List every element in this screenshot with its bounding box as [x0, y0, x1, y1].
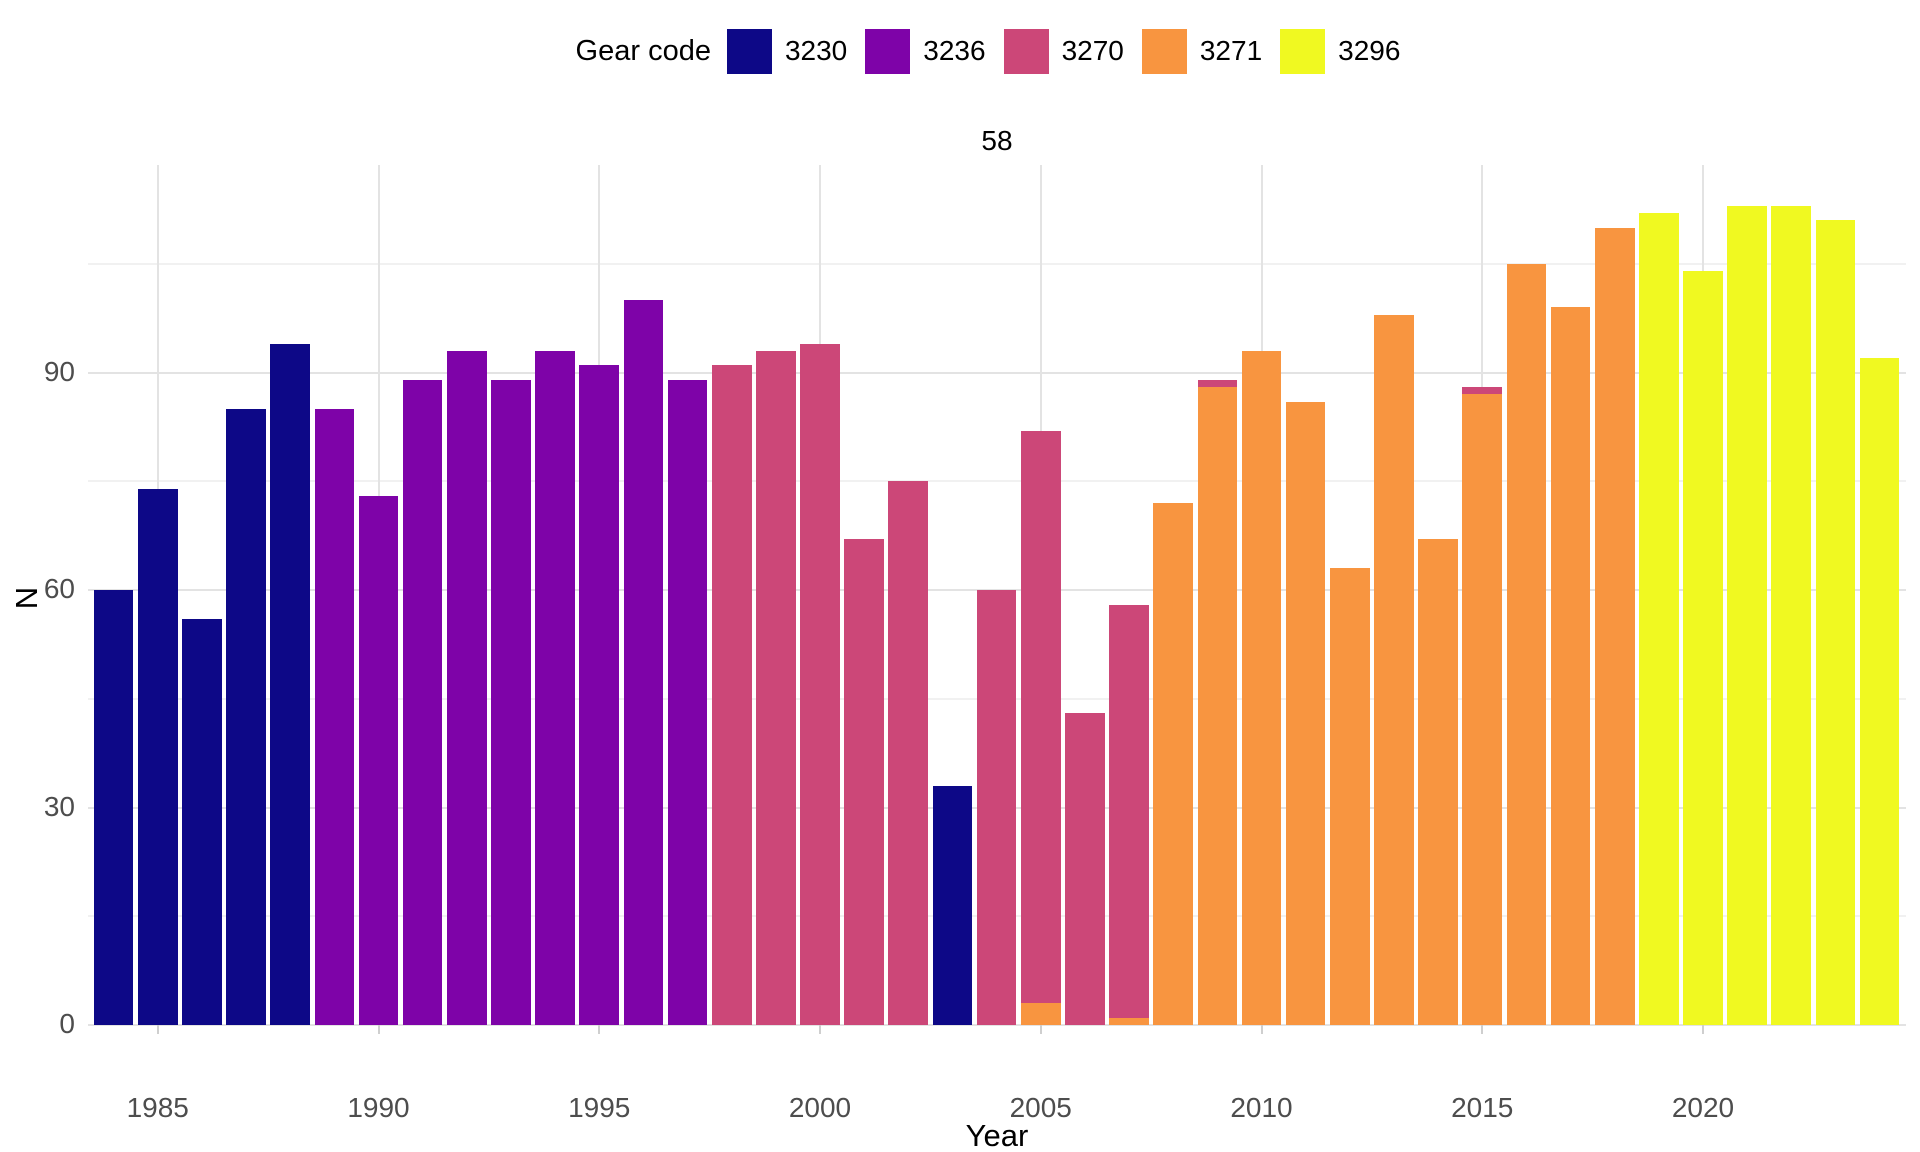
legend-key-swatch — [1003, 28, 1049, 74]
legend-key-swatch — [726, 28, 772, 74]
x-tick-2015 — [1481, 1025, 1484, 1034]
bar-2013-3271 — [1374, 314, 1414, 1025]
x-tick-label-2020: 2020 — [1671, 1092, 1735, 1123]
bar-1996-3236 — [623, 300, 664, 1025]
gridline-y90 — [88, 371, 1906, 374]
legend-item-label: 3270 — [1061, 35, 1124, 66]
legend-item-3270: 3270 — [1003, 28, 1124, 74]
bar-2022-3296 — [1771, 205, 1812, 1025]
y-tick-label-30: 30 — [43, 790, 75, 822]
bar-2017-3271 — [1550, 307, 1591, 1025]
bar-2020-3296 — [1683, 271, 1723, 1025]
legend-item-3296: 3296 — [1280, 28, 1401, 74]
bar-1993-3236 — [491, 379, 531, 1025]
x-axis-title: Year — [965, 1118, 1029, 1152]
bar-1985-3230 — [137, 488, 178, 1025]
y-axis-title: N — [9, 586, 44, 610]
bar-2014-3271 — [1418, 539, 1458, 1025]
bar-1988-3230 — [270, 343, 311, 1025]
bar-2003-3230 — [932, 785, 973, 1025]
plot-title: 58 — [981, 125, 1013, 156]
bar-2005-3271 — [1020, 1003, 1061, 1025]
bar-2009-3270 — [1197, 379, 1238, 387]
x-tick-2005 — [1039, 1025, 1042, 1034]
legend-item-3271: 3271 — [1141, 28, 1263, 74]
legend-item-label: 3236 — [923, 35, 986, 66]
bar-1998-3270 — [711, 365, 752, 1025]
bar-2015-3271 — [1462, 394, 1503, 1025]
bar-2005-3270 — [1020, 430, 1061, 1004]
y-tick-label-0: 0 — [59, 1008, 75, 1039]
bar-2004-3270 — [976, 590, 1017, 1025]
legend-item-3236: 3236 — [865, 28, 986, 74]
bar-1997-3236 — [667, 379, 708, 1025]
bar-2018-3271 — [1594, 227, 1635, 1025]
legend-item-label: 3296 — [1338, 35, 1401, 66]
bar-1994-3236 — [535, 350, 575, 1025]
x-tick-1995 — [598, 1025, 601, 1034]
bar-2012-3271 — [1329, 568, 1370, 1025]
legend-item-label: 3230 — [784, 35, 848, 66]
bar-2000-3270 — [800, 343, 840, 1025]
bar-2010-3271 — [1241, 350, 1282, 1025]
bar-1995-3236 — [579, 365, 620, 1025]
x-tick-2000 — [819, 1025, 821, 1034]
bar-2006-3270 — [1065, 713, 1105, 1025]
bar-2015-3270 — [1462, 387, 1503, 395]
x-tick-label-1985: 1985 — [126, 1092, 189, 1123]
y-tick-label-90: 90 — [43, 355, 75, 387]
bar-2009-3271 — [1197, 387, 1238, 1025]
legend-key-swatch — [1280, 28, 1326, 74]
legend-key-swatch — [1141, 28, 1187, 74]
x-tick-label-1995: 1995 — [568, 1092, 631, 1123]
bar-2011-3271 — [1285, 401, 1326, 1025]
bar-2016-3271 — [1506, 263, 1547, 1025]
x-tick-label-1990: 1990 — [347, 1092, 410, 1123]
x-tick-2020 — [1702, 1025, 1704, 1034]
bar-2019-3296 — [1639, 213, 1679, 1025]
legend-key-swatch — [865, 28, 911, 74]
x-tick-1985 — [156, 1025, 159, 1034]
legend: Gear code 3230 3236 3270 3271 3296 — [77, 26, 1917, 76]
bar-1999-3270 — [756, 350, 796, 1025]
y-tick-label-60: 60 — [43, 573, 75, 604]
bar-1992-3236 — [446, 350, 487, 1025]
bar-2007-3270 — [1109, 604, 1149, 1018]
bar-2023-3296 — [1815, 220, 1856, 1025]
x-tick-label-2000: 2000 — [788, 1092, 852, 1123]
bar-2008-3271 — [1153, 503, 1194, 1025]
bar-1984-3230 — [93, 590, 134, 1025]
x-tick-label-2005: 2005 — [1009, 1092, 1072, 1123]
gridline-minor-y75 — [88, 480, 1906, 483]
x-tick-1990 — [377, 1025, 380, 1034]
bar-2002-3270 — [888, 481, 929, 1025]
bar-1990-3236 — [358, 495, 399, 1025]
x-tick-label-2010: 2010 — [1230, 1092, 1293, 1123]
gridline-y0 — [88, 1024, 1906, 1026]
bar-1991-3236 — [402, 379, 443, 1025]
legend-item-label: 3271 — [1199, 35, 1263, 66]
legend-title: Gear code — [575, 34, 711, 67]
bar-1989-3236 — [314, 408, 355, 1025]
bar-1987-3230 — [226, 408, 266, 1025]
legend-item-3230: 3230 — [726, 28, 848, 74]
bar-2021-3296 — [1727, 205, 1767, 1025]
bar-2001-3270 — [844, 539, 884, 1025]
bar-2007-3271 — [1109, 1017, 1149, 1025]
bar-1986-3230 — [182, 619, 222, 1025]
gridline-minor-y105 — [88, 262, 1906, 265]
bar-2024-3296 — [1859, 358, 1900, 1025]
x-tick-label-2015: 2015 — [1451, 1092, 1514, 1123]
x-tick-2010 — [1260, 1025, 1263, 1034]
